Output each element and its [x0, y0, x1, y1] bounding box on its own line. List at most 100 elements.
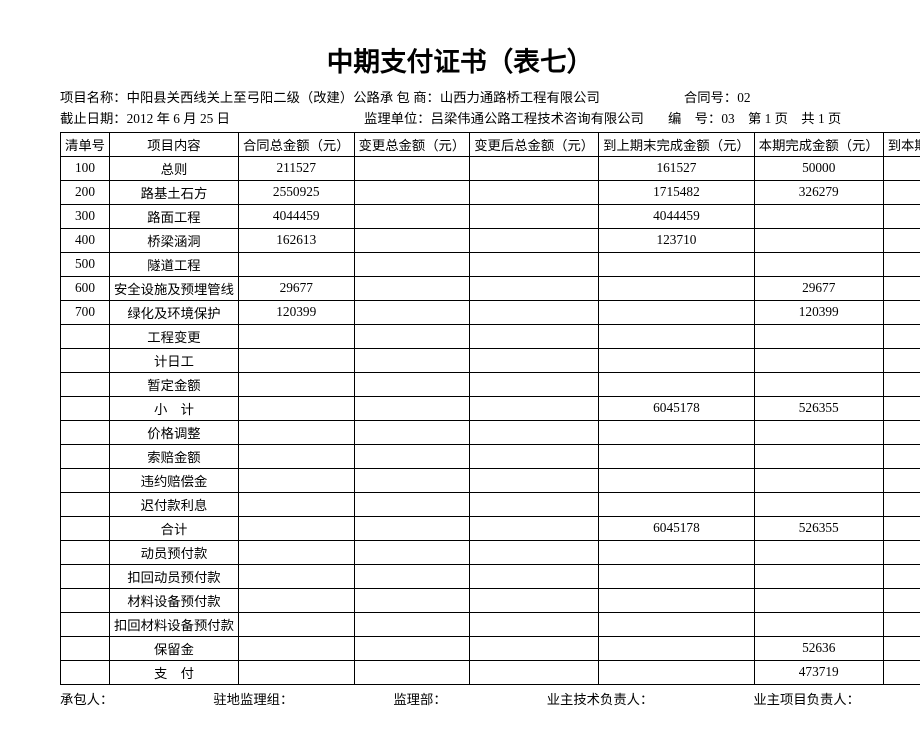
cell-after	[470, 588, 599, 612]
cutoff-label: 截止日期：	[60, 111, 127, 126]
cell-contract	[238, 636, 354, 660]
cell-total	[883, 444, 920, 468]
cell-name: 计日工	[109, 348, 238, 372]
cell-name: 暂定金额	[109, 372, 238, 396]
cell-prev: 6045178	[599, 396, 755, 420]
cell-contract	[238, 444, 354, 468]
cell-total	[883, 420, 920, 444]
cell-total: 211527	[883, 156, 920, 180]
cell-total: 2041761	[883, 180, 920, 204]
cell-num	[61, 612, 110, 636]
table-row: 扣回材料设备预付款	[61, 612, 920, 636]
serial-label: 编 号：	[668, 111, 721, 126]
table-row: 合计60451785263556571533	[61, 516, 920, 540]
supervisor-label: 监理单位：	[364, 111, 431, 126]
contractor-label: 承 包 商：	[380, 90, 440, 105]
project-label: 项目名称：	[60, 90, 127, 105]
cell-after	[470, 396, 599, 420]
table-row: 支 付473719	[61, 660, 920, 684]
cell-this	[754, 252, 883, 276]
cell-num: 500	[61, 252, 110, 276]
contract-no-label: 合同号：	[684, 90, 737, 105]
cell-name: 保留金	[109, 636, 238, 660]
cell-total	[883, 324, 920, 348]
cell-this	[754, 564, 883, 588]
cell-prev: 1715482	[599, 180, 755, 204]
cell-total: 6571533	[883, 396, 920, 420]
cell-change	[354, 276, 470, 300]
cell-name: 桥梁涵洞	[109, 228, 238, 252]
cell-total	[883, 636, 920, 660]
cell-prev	[599, 420, 755, 444]
cell-change	[354, 300, 470, 324]
cell-total	[883, 468, 920, 492]
cell-name: 总则	[109, 156, 238, 180]
header-supervisor: 监理单位：吕梁伟通公路工程技术咨询有限公司	[364, 108, 668, 129]
cell-after	[470, 300, 599, 324]
col-header-after-change-amount: 变更后总金额（元）	[470, 132, 599, 156]
cell-this	[754, 444, 883, 468]
cell-contract: 211527	[238, 156, 354, 180]
cell-contract	[238, 420, 354, 444]
cell-total	[883, 588, 920, 612]
col-header-num: 清单号	[61, 132, 110, 156]
cell-this	[754, 348, 883, 372]
cell-change	[354, 612, 470, 636]
cell-this: 120399	[754, 300, 883, 324]
cell-name: 违约赔偿金	[109, 468, 238, 492]
cell-contract: 120399	[238, 300, 354, 324]
cell-total: 29677	[883, 276, 920, 300]
cell-this	[754, 372, 883, 396]
cell-name: 小 计	[109, 396, 238, 420]
footer-owner-tech: 业主技术负责人：	[547, 689, 654, 708]
serial-value: 03 第 1 页 共 1 页	[721, 111, 841, 126]
cell-prev	[599, 252, 755, 276]
col-header-change-amount: 变更总金额（元）	[354, 132, 470, 156]
cell-num	[61, 492, 110, 516]
cell-contract	[238, 468, 354, 492]
cell-after	[470, 372, 599, 396]
table-row: 索赔金额	[61, 444, 920, 468]
cell-name: 迟付款利息	[109, 492, 238, 516]
contractor-value: 山西力通路桥工程有限公司	[440, 90, 600, 105]
cell-change	[354, 444, 470, 468]
cell-contract	[238, 348, 354, 372]
cell-this	[754, 588, 883, 612]
cell-num: 200	[61, 180, 110, 204]
cell-num: 600	[61, 276, 110, 300]
cell-contract	[238, 564, 354, 588]
cell-after	[470, 540, 599, 564]
cell-num: 100	[61, 156, 110, 180]
cell-prev	[599, 468, 755, 492]
cell-change	[354, 372, 470, 396]
table-row: 材料设备预付款	[61, 588, 920, 612]
col-header-total-complete: 到本期末完成金额（元）	[883, 132, 920, 156]
cell-after	[470, 276, 599, 300]
cell-name: 扣回动员预付款	[109, 564, 238, 588]
cell-after	[470, 156, 599, 180]
cell-contract	[238, 540, 354, 564]
cell-total	[883, 564, 920, 588]
cell-prev	[599, 300, 755, 324]
cell-num	[61, 636, 110, 660]
header-contract-no: 合同号：02	[684, 87, 876, 108]
cell-total	[883, 252, 920, 276]
col-header-prev-complete: 到上期末完成金额（元）	[599, 132, 755, 156]
cell-num	[61, 372, 110, 396]
cell-contract	[238, 252, 354, 276]
cell-name: 路基土石方	[109, 180, 238, 204]
cell-name: 合计	[109, 516, 238, 540]
cell-change	[354, 492, 470, 516]
table-row: 动员预付款	[61, 540, 920, 564]
footer-supervisor-dept: 监理部：	[393, 689, 446, 708]
cell-after	[470, 228, 599, 252]
cell-total: 4044459	[883, 204, 920, 228]
cell-num	[61, 396, 110, 420]
cell-contract	[238, 324, 354, 348]
cell-contract	[238, 492, 354, 516]
cell-contract: 29677	[238, 276, 354, 300]
table-row: 300路面工程404445940444594044459	[61, 204, 920, 228]
cell-this: 29677	[754, 276, 883, 300]
cell-change	[354, 516, 470, 540]
cell-after	[470, 252, 599, 276]
